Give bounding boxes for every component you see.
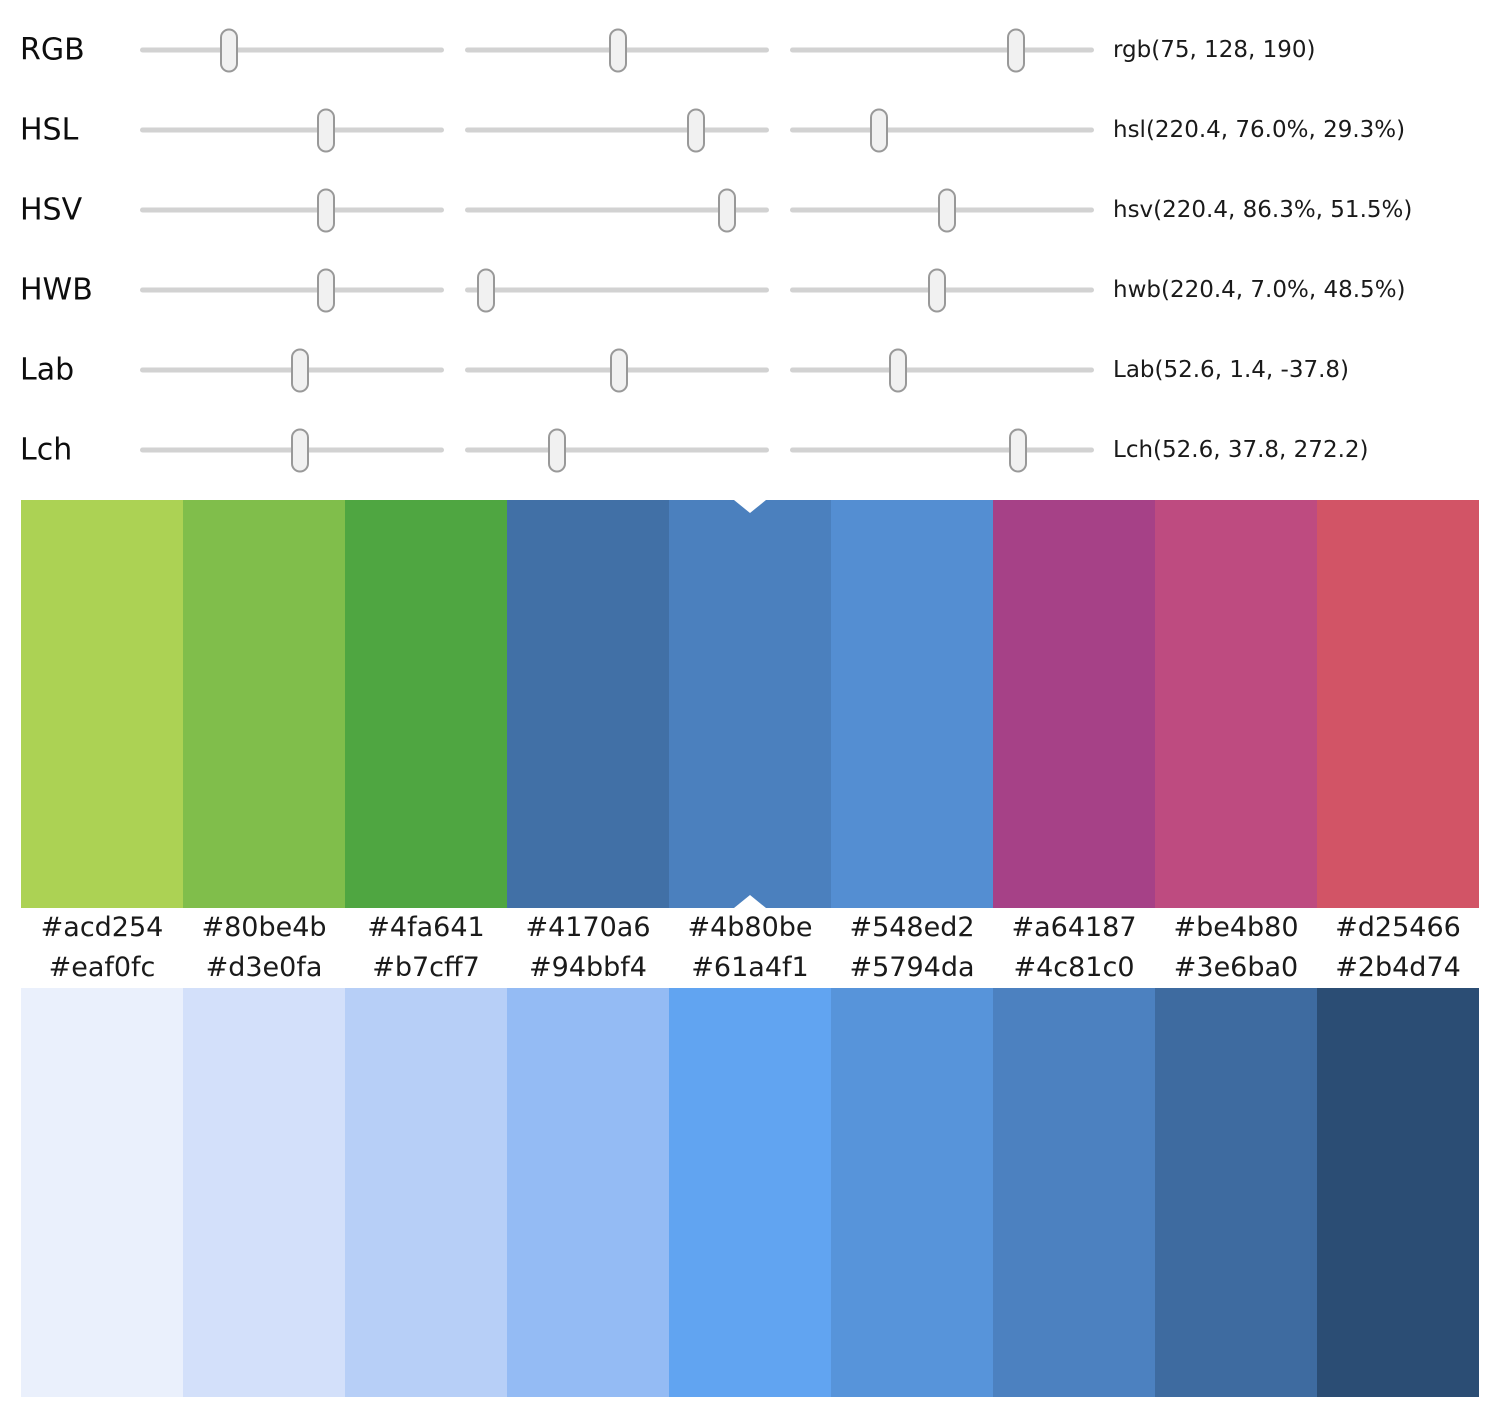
gradient-hex-label-1: #eaf0fc xyxy=(48,952,156,983)
rgb-r-slider-handle[interactable] xyxy=(220,28,239,72)
palette-hex-label-6: #548ed2 xyxy=(849,912,975,943)
hwb-w-slider-track[interactable] xyxy=(465,268,769,312)
lch-h-slider-handle[interactable] xyxy=(1009,428,1027,472)
gradient-hex-label-7: #4c81c0 xyxy=(1013,952,1135,983)
palette-swatch-8[interactable] xyxy=(1155,500,1317,908)
hsv-value-readout: hsv(220.4, 86.3%, 51.5%) xyxy=(1113,197,1413,223)
palette-hex-label-8: #be4b80 xyxy=(1173,912,1299,943)
palette-hex-label-4: #4170a6 xyxy=(525,912,651,943)
hsl-s-slider-handle[interactable] xyxy=(687,108,706,152)
lch-h-slider-track[interactable] xyxy=(790,428,1094,472)
lch-c-slider-track[interactable] xyxy=(465,428,769,472)
gradient-strip xyxy=(21,988,1479,1397)
gradient-hex-row: #eaf0fc #d3e0fa #b7cff7 #94bbf4 #61a4f1 … xyxy=(21,948,1479,988)
rgb-b-slider-handle[interactable] xyxy=(1007,28,1026,72)
rgb-g-slider-track[interactable] xyxy=(465,28,769,72)
selected-marker-bottom-icon xyxy=(734,895,766,908)
gradient-swatch-9[interactable] xyxy=(1317,988,1479,1397)
palette-hex-label-1: #acd254 xyxy=(40,912,164,943)
lab-b-slider-handle[interactable] xyxy=(888,348,907,392)
slider-row-lab: Lab Lab(52.6, 1.4, -37.8) xyxy=(0,340,1501,400)
hwb-w-slider-handle[interactable] xyxy=(477,268,496,312)
gradient-hex-label-6: #5794da xyxy=(849,952,975,983)
gradient-hex-label-9: #2b4d74 xyxy=(1335,952,1461,983)
lch-l-slider-track[interactable] xyxy=(140,428,444,472)
colorspace-label-hsl: HSL xyxy=(20,112,79,148)
lch-value-readout: Lch(52.6, 37.8, 272.2) xyxy=(1113,437,1369,463)
gradient-swatch-6[interactable] xyxy=(831,988,993,1397)
selected-marker-top-icon xyxy=(734,500,766,513)
slider-row-hsl: HSL hsl(220.4, 76.0%, 29.3%) xyxy=(0,100,1501,160)
lab-l-slider-track[interactable] xyxy=(140,348,444,392)
hsv-v-slider-handle[interactable] xyxy=(937,188,956,232)
lab-b-slider-track[interactable] xyxy=(790,348,1094,392)
rgb-g-slider-handle[interactable] xyxy=(608,28,627,72)
slider-row-rgb: RGB rgb(75, 128, 190) xyxy=(0,20,1501,80)
gradient-swatch-1[interactable] xyxy=(21,988,183,1397)
hwb-b-slider-handle[interactable] xyxy=(928,268,947,312)
palette-strip xyxy=(21,500,1479,908)
palette-swatch-5-selected[interactable] xyxy=(669,500,831,908)
slider-row-hsv: HSV hsv(220.4, 86.3%, 51.5%) xyxy=(0,180,1501,240)
hsl-l-slider-handle[interactable] xyxy=(870,108,889,152)
gradient-swatch-7[interactable] xyxy=(993,988,1155,1397)
gradient-swatch-5[interactable] xyxy=(669,988,831,1397)
colorspace-label-lab: Lab xyxy=(20,352,75,388)
hsl-value-readout: hsl(220.4, 76.0%, 29.3%) xyxy=(1113,117,1406,143)
gradient-swatch-8[interactable] xyxy=(1155,988,1317,1397)
palette-swatch-9[interactable] xyxy=(1317,500,1479,908)
lab-a-slider-track[interactable] xyxy=(465,348,769,392)
colorspace-label-hsv: HSV xyxy=(20,192,83,228)
slider-row-lch: Lch Lch(52.6, 37.8, 272.2) xyxy=(0,420,1501,480)
hsl-h-slider-handle[interactable] xyxy=(317,108,336,152)
lab-value-readout: Lab(52.6, 1.4, -37.8) xyxy=(1113,357,1349,383)
palette-hex-label-9: #d25466 xyxy=(1335,912,1461,943)
gradient-swatch-2[interactable] xyxy=(183,988,345,1397)
rgb-b-slider-track[interactable] xyxy=(790,28,1094,72)
lab-l-slider-handle[interactable] xyxy=(290,348,309,392)
hsv-h-slider-handle[interactable] xyxy=(317,188,336,232)
colorspace-label-rgb: RGB xyxy=(20,32,85,68)
palette-hex-label-2: #80be4b xyxy=(201,912,327,943)
palette-swatch-1[interactable] xyxy=(21,500,183,908)
gradient-hex-label-4: #94bbf4 xyxy=(529,952,647,983)
palette-swatch-4[interactable] xyxy=(507,500,669,908)
hsv-s-slider-track[interactable] xyxy=(465,188,769,232)
hsl-h-slider-track[interactable] xyxy=(140,108,444,152)
lab-a-slider-handle[interactable] xyxy=(610,348,629,392)
hwb-b-slider-track[interactable] xyxy=(790,268,1094,312)
palette-swatch-3[interactable] xyxy=(345,500,507,908)
palette-swatch-2[interactable] xyxy=(183,500,345,908)
hsl-s-slider-track[interactable] xyxy=(465,108,769,152)
hsv-v-slider-track[interactable] xyxy=(790,188,1094,232)
slider-row-hwb: HWB hwb(220.4, 7.0%, 48.5%) xyxy=(0,260,1501,320)
hwb-h-slider-track[interactable] xyxy=(140,268,444,312)
palette-hex-label-3: #4fa641 xyxy=(367,912,485,943)
colorspace-label-hwb: HWB xyxy=(20,272,93,308)
gradient-hex-label-8: #3e6ba0 xyxy=(1173,952,1299,983)
rgb-r-slider-track[interactable] xyxy=(140,28,444,72)
hsl-l-slider-track[interactable] xyxy=(790,108,1094,152)
gradient-swatch-3[interactable] xyxy=(345,988,507,1397)
rgb-value-readout: rgb(75, 128, 190) xyxy=(1113,37,1316,63)
hwb-h-slider-handle[interactable] xyxy=(317,268,336,312)
palette-swatch-6[interactable] xyxy=(831,500,993,908)
gradient-swatch-4[interactable] xyxy=(507,988,669,1397)
palette-swatch-7[interactable] xyxy=(993,500,1155,908)
palette-hex-label-7: #a64187 xyxy=(1011,912,1137,943)
hsv-h-slider-track[interactable] xyxy=(140,188,444,232)
palette-hex-label-5: #4b80be xyxy=(687,912,813,943)
hsv-s-slider-handle[interactable] xyxy=(718,188,737,232)
hwb-value-readout: hwb(220.4, 7.0%, 48.5%) xyxy=(1113,277,1406,303)
lch-l-slider-handle[interactable] xyxy=(290,428,309,472)
palette-hex-row: #acd254 #80be4b #4fa641 #4170a6 #4b80be … xyxy=(21,908,1479,948)
colorspace-label-lch: Lch xyxy=(20,432,73,468)
gradient-hex-label-3: #b7cff7 xyxy=(372,952,480,983)
lch-c-slider-handle[interactable] xyxy=(547,428,566,472)
gradient-hex-label-5: #61a4f1 xyxy=(691,952,809,983)
gradient-hex-label-2: #d3e0fa xyxy=(205,952,323,983)
